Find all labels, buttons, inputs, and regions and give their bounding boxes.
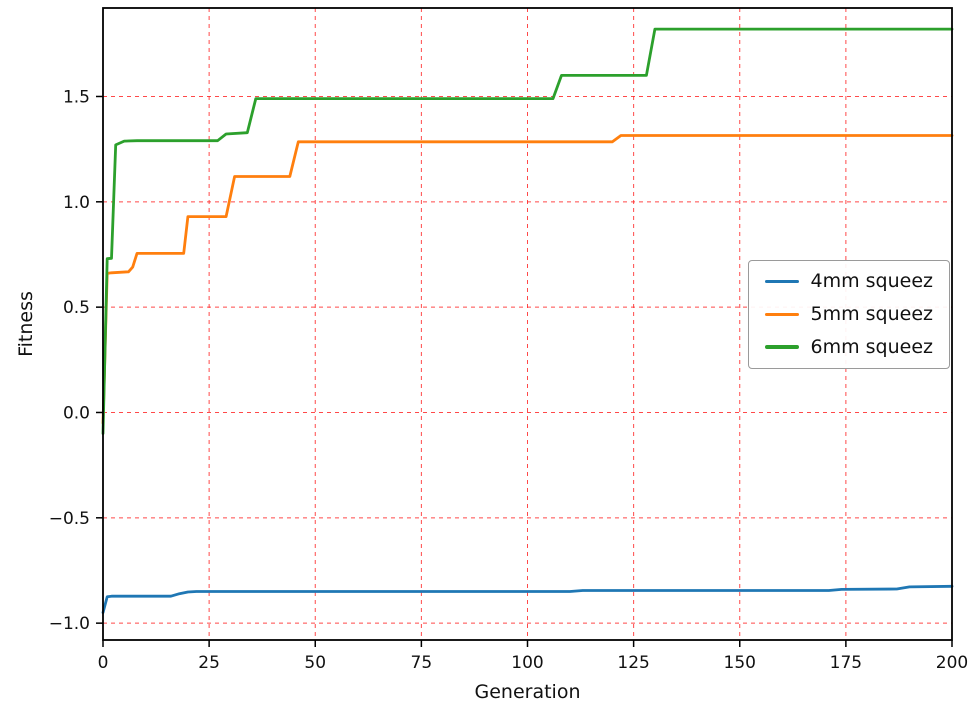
x-tick-label: 0 [98, 653, 109, 673]
legend-label: 4mm squeez [810, 270, 934, 292]
y-axis-label: Fitness [15, 291, 37, 357]
y-tick-label: 1.0 [63, 193, 90, 213]
series-line [101, 584, 954, 614]
x-tick-label: 50 [304, 653, 326, 673]
y-tick-label: −0.5 [49, 509, 90, 529]
legend-line-swatch [764, 345, 799, 349]
legend-item: 6mm squeez [764, 335, 934, 358]
series-line [101, 134, 954, 425]
x-axis-label: Generation [474, 681, 581, 703]
legend-label: 6mm squeez [810, 335, 934, 358]
series-line [101, 27, 954, 435]
y-tick-label: −1.0 [49, 614, 90, 634]
legend-line-swatch [764, 279, 799, 284]
x-tick-label: 75 [411, 653, 433, 673]
legend-line-swatch [764, 312, 799, 317]
x-tick-label: 125 [617, 653, 649, 673]
x-tick-label: 175 [830, 653, 862, 673]
y-tick-label: 0.5 [63, 298, 90, 318]
legend-label: 5mm squeez [810, 302, 934, 325]
legend-item: 5mm squeez [764, 302, 934, 325]
y-tick-label: 1.5 [63, 87, 90, 107]
legend-item: 4mm squeez [764, 270, 934, 292]
x-tick-label: 150 [724, 653, 756, 673]
x-tick-label: 200 [936, 653, 968, 673]
chart-legend: 4mm squeez 5mm squeez 6mm squeez [747, 260, 950, 369]
y-tick-label: 0.0 [63, 403, 90, 423]
x-tick-label: 100 [511, 653, 543, 673]
x-tick-label: 25 [198, 653, 220, 673]
